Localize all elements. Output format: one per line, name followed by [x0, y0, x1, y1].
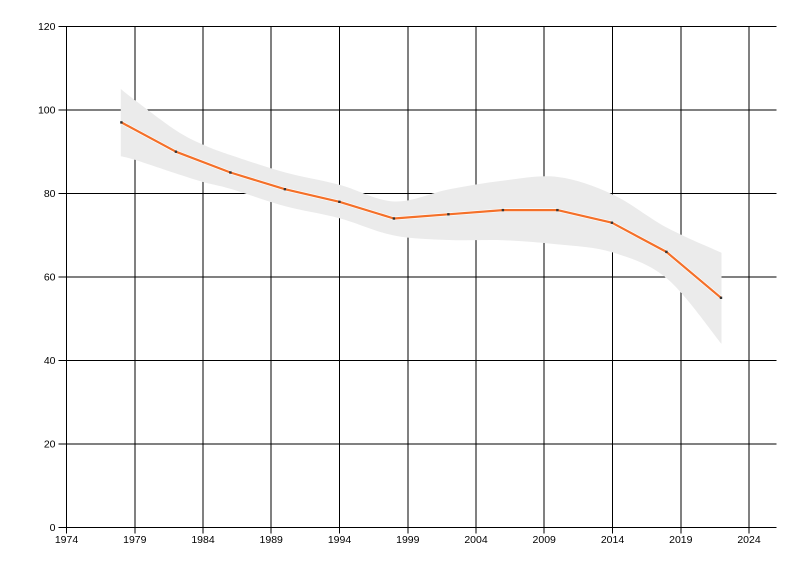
svg-text:40: 40 [44, 355, 56, 367]
svg-text:1984: 1984 [191, 534, 215, 546]
svg-text:100: 100 [38, 105, 56, 117]
svg-text:1974: 1974 [55, 534, 79, 546]
svg-text:1999: 1999 [396, 534, 420, 546]
svg-text:1989: 1989 [260, 534, 284, 546]
svg-text:1979: 1979 [123, 534, 147, 546]
svg-text:2019: 2019 [669, 534, 693, 546]
svg-text:2004: 2004 [464, 534, 488, 546]
svg-text:1994: 1994 [328, 534, 352, 546]
svg-text:60: 60 [44, 272, 56, 284]
svg-text:2024: 2024 [737, 534, 761, 546]
svg-text:80: 80 [44, 188, 56, 200]
svg-text:120: 120 [38, 21, 56, 33]
svg-text:2014: 2014 [601, 534, 625, 546]
svg-text:20: 20 [44, 439, 56, 451]
svg-text:0: 0 [50, 522, 56, 534]
svg-text:2009: 2009 [533, 534, 557, 546]
